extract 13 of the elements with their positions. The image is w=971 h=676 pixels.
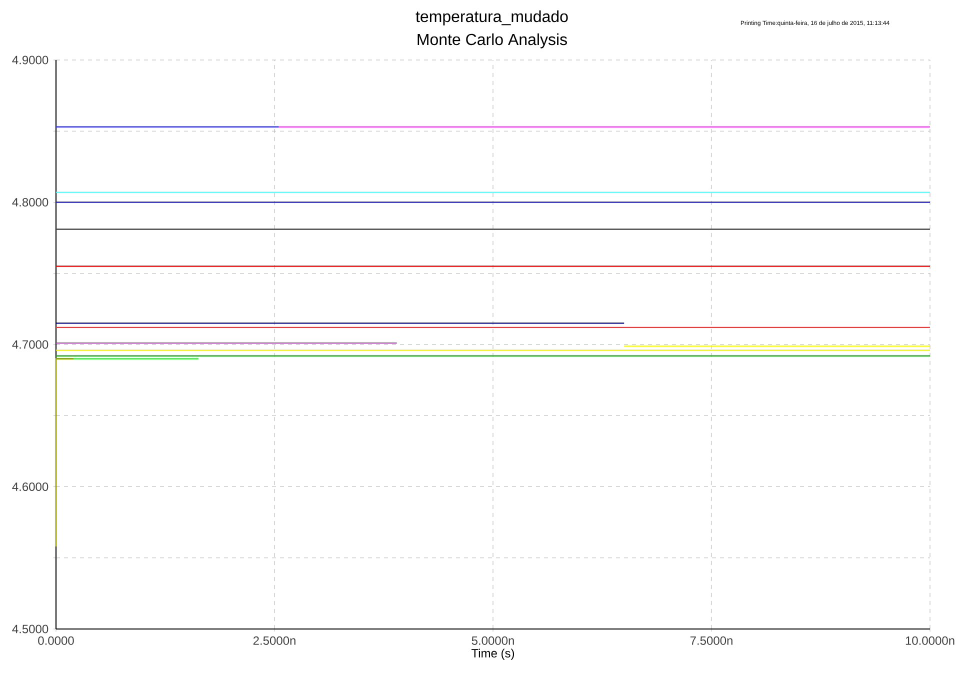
x-tick-label: 7.5000n <box>690 636 732 645</box>
x-axis-title: Time (s) <box>472 648 514 660</box>
y-tick-label: 4.7000 <box>12 340 48 349</box>
chart-title: temperatura_mudado <box>416 10 568 26</box>
y-tick-label: 4.9000 <box>12 56 48 64</box>
x-tick-label: 2.5000n <box>253 636 296 645</box>
chart-subtitle: Monte Carlo Analysis <box>418 33 567 48</box>
x-tick-label: 5.0000n <box>472 636 514 645</box>
y-tick-label: 4.8000 <box>12 198 48 207</box>
x-tick-label: 0.0000 <box>38 636 74 645</box>
y-tick-label: 4.5000 <box>12 624 48 634</box>
y-tick-label: 4.6000 <box>12 482 48 492</box>
x-tick-label: 10.0000n <box>906 636 954 645</box>
